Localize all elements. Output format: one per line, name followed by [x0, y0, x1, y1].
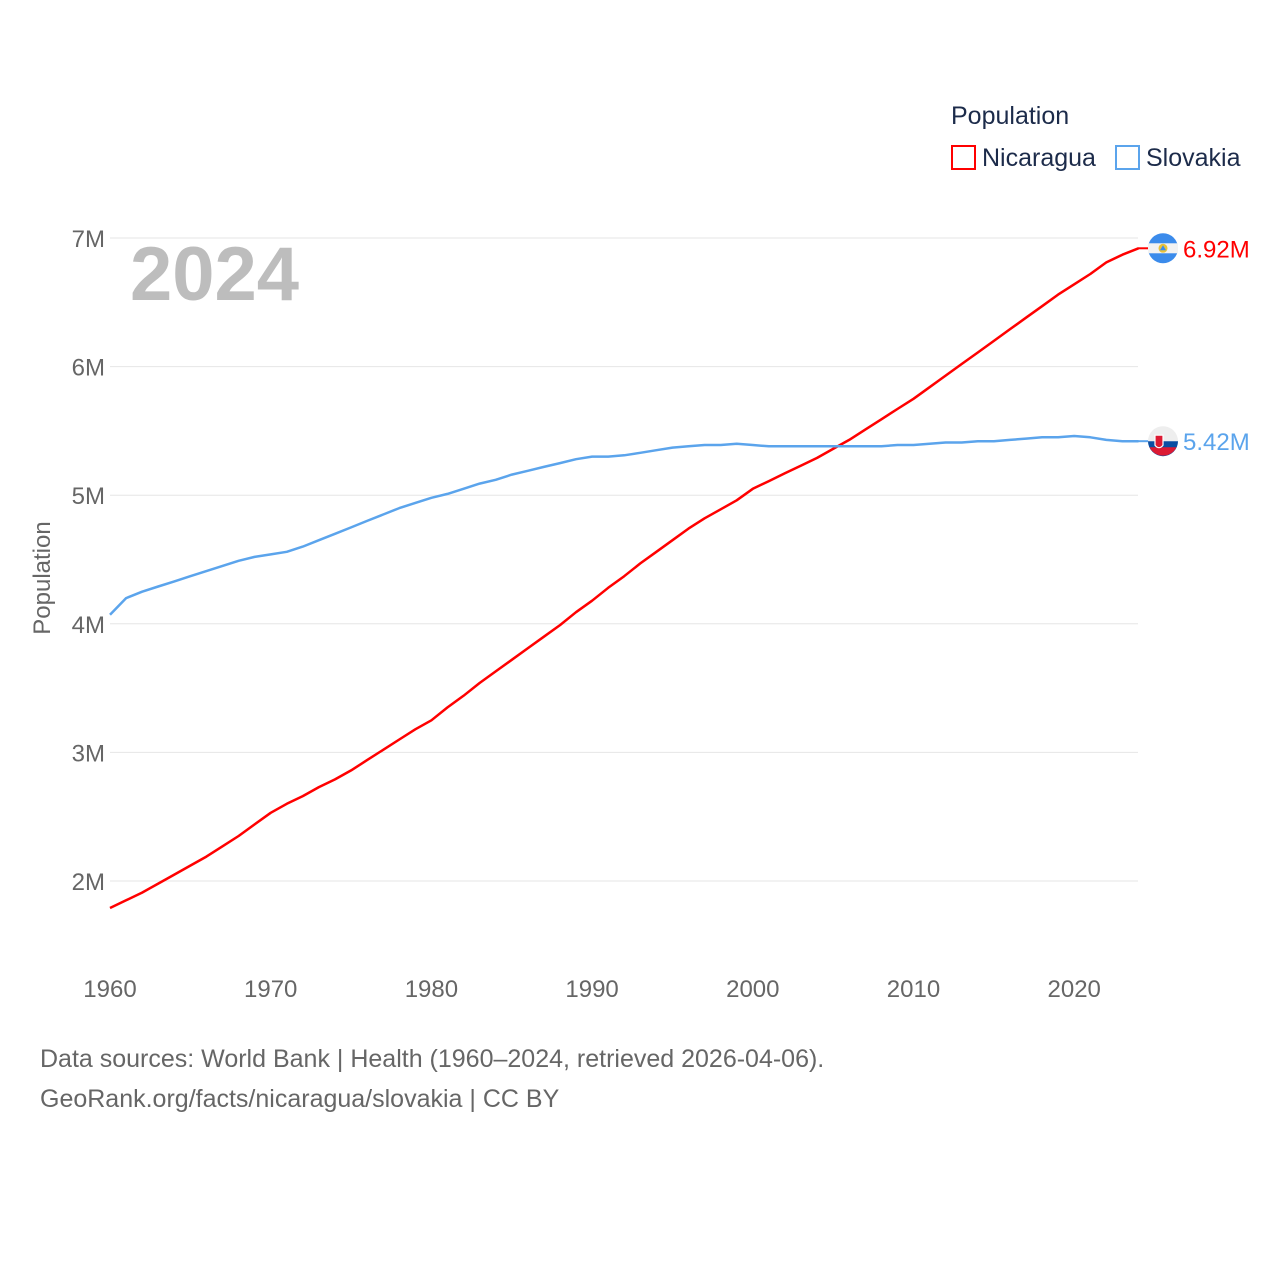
end-labels: 6.92M 5.42M [1138, 233, 1250, 457]
legend-item-slovakia[interactable]: Slovakia [1146, 144, 1241, 172]
legend-swatch-nicaragua[interactable] [951, 145, 976, 170]
legend-title: Population [951, 102, 1069, 130]
y-tick-label: 2M [72, 869, 105, 896]
y-axis: 2M 3M 4M 5M 6M 7M [72, 226, 105, 896]
series-line-slovakia [109, 434, 1139, 616]
flag-triangle [1160, 245, 1166, 251]
y-tick-label: 7M [72, 226, 105, 253]
end-value-label: 6.92M [1183, 236, 1250, 263]
y-tick-label: 5M [72, 483, 105, 510]
x-tick-label: 1970 [244, 976, 297, 1003]
end-value-label: 5.42M [1183, 429, 1250, 456]
slovakia-flag-icon [1148, 426, 1178, 457]
y-tick-label: 6M [72, 355, 105, 382]
x-tick-label: 1960 [83, 976, 136, 1003]
nicaragua-flag-icon [1148, 233, 1178, 264]
x-tick-label: 2020 [1048, 976, 1101, 1003]
x-axis: 1960 1970 1980 1990 2000 2010 2020 [83, 976, 1101, 1003]
y-axis-label: Population [29, 521, 56, 634]
y-tick-label: 3M [72, 740, 105, 767]
legend-swatch-slovakia[interactable] [1115, 145, 1140, 170]
x-tick-label: 1990 [565, 976, 618, 1003]
y-tick-label: 4M [72, 612, 105, 639]
series-lines [109, 247, 1139, 910]
gridlines [110, 237, 1138, 882]
flag-stripe-red [1149, 447, 1177, 456]
data-source-text: Data sources: World Bank | Health (1960–… [40, 1045, 825, 1073]
x-tick-label: 2000 [726, 976, 779, 1003]
year-watermark: 2024 [130, 232, 299, 317]
attribution-link[interactable]: GeoRank.org/facts/nicaragua/slovakia | C… [40, 1085, 560, 1113]
x-tick-label: 1980 [405, 976, 458, 1003]
legend: Population Nicaragua Slovakia [951, 102, 1241, 172]
x-tick-label: 2010 [887, 976, 940, 1003]
legend-item-nicaragua[interactable]: Nicaragua [982, 144, 1096, 172]
flag-shield [1154, 434, 1164, 449]
series-line-nicaragua [109, 247, 1139, 910]
